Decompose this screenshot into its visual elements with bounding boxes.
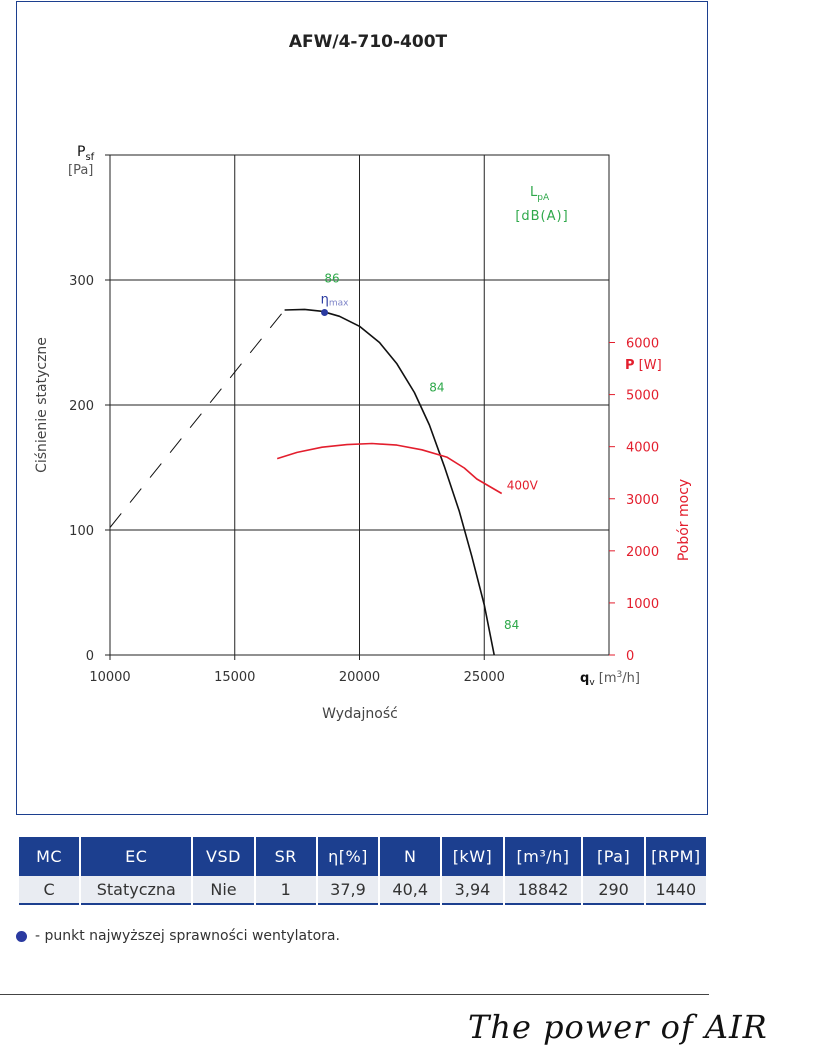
cell-n: 40,4 [380,876,441,905]
header-sr: SR [255,837,316,876]
cell-airflow: 18842 [504,876,582,905]
header-ec: EC [81,837,192,876]
x-tick-label: 15000 [214,670,255,685]
y2-tick-label: 3000 [626,493,659,508]
series-line-power [276,442,503,495]
chart-title: AFW/4-710-400T [289,32,448,52]
header-efficiency: η[%] [317,837,379,876]
cell-kw: 3,94 [442,876,503,905]
spec-table: MC EC VSD SR η[%] N [kW] [m³/h] [Pa] [RP… [17,837,708,905]
x-axis-label: Wydajność [322,706,398,722]
lpa-unit: [dB(A)] [515,209,568,224]
lpa-symbol: LpA [530,185,550,203]
noise-label: 84 [504,618,519,632]
x-tick-label: 20000 [339,670,380,685]
table-row: C Statyczna Nie 1 37,9 40,4 3,94 18842 2… [19,876,706,905]
chart-frame [16,1,708,815]
header-n: N [380,837,441,876]
y2-axis-label: Pobór mocy [676,479,692,561]
series-line-pressure [284,308,495,656]
y2-tick-label: 4000 [626,441,659,456]
header-mc: MC [19,837,80,876]
y-tick-label: 0 [86,649,94,664]
y2-tick-label: 6000 [626,337,659,352]
cell-ec: Statyczna [81,876,192,905]
y-tick-label: 300 [69,274,94,289]
y2-tick-label: 1000 [626,597,659,612]
cell-sr: 1 [255,876,316,905]
cell-pa: 290 [583,876,644,905]
y2-tick-label: 5000 [626,389,659,404]
y-axis-label: Ciśnienie statyczne [34,337,50,473]
spec-table-header-row: MC EC VSD SR η[%] N [kW] [m³/h] [Pa] [RP… [19,837,706,876]
y-axis-symbol: Psf [77,144,95,163]
cell-efficiency: 37,9 [317,876,379,905]
noise-label: 84 [429,380,444,394]
legend-note: - punkt najwyższej sprawności wentylator… [16,928,340,944]
x-tick-label: 10000 [89,670,130,685]
eta-max-dot-icon [16,930,27,942]
series-label-power: 400V [507,479,539,493]
header-rpm: [RPM] [645,837,706,876]
cell-vsd: Nie [193,876,254,905]
cell-mc: C [19,876,80,905]
brand-slogan: The power of AIR [468,1008,768,1046]
header-pa: [Pa] [583,837,644,876]
y2-axis-symbol: P [W] [625,358,662,373]
y2-tick-label: 0 [626,649,634,664]
footer-divider [0,994,709,995]
series-line-pressure-extension [109,309,285,528]
y-tick-label: 100 [69,524,94,539]
x-tick-label: 25000 [464,670,505,685]
header-vsd: VSD [193,837,254,876]
header-airflow: [m³/h] [504,837,582,876]
eta-max-label: ηmax [321,293,350,309]
noise-label: 86 [324,272,339,286]
header-kw: [kW] [442,837,503,876]
cell-rpm: 1440 [645,876,706,905]
x-axis-symbol: qv [m3/h] [580,670,640,688]
y2-tick-label: 2000 [626,545,659,560]
y-tick-label: 200 [69,399,94,414]
y-axis-unit: [Pa] [68,163,93,178]
legend-note-text: - punkt najwyższej sprawności wentylator… [35,928,340,944]
eta-max-point [321,309,329,316]
